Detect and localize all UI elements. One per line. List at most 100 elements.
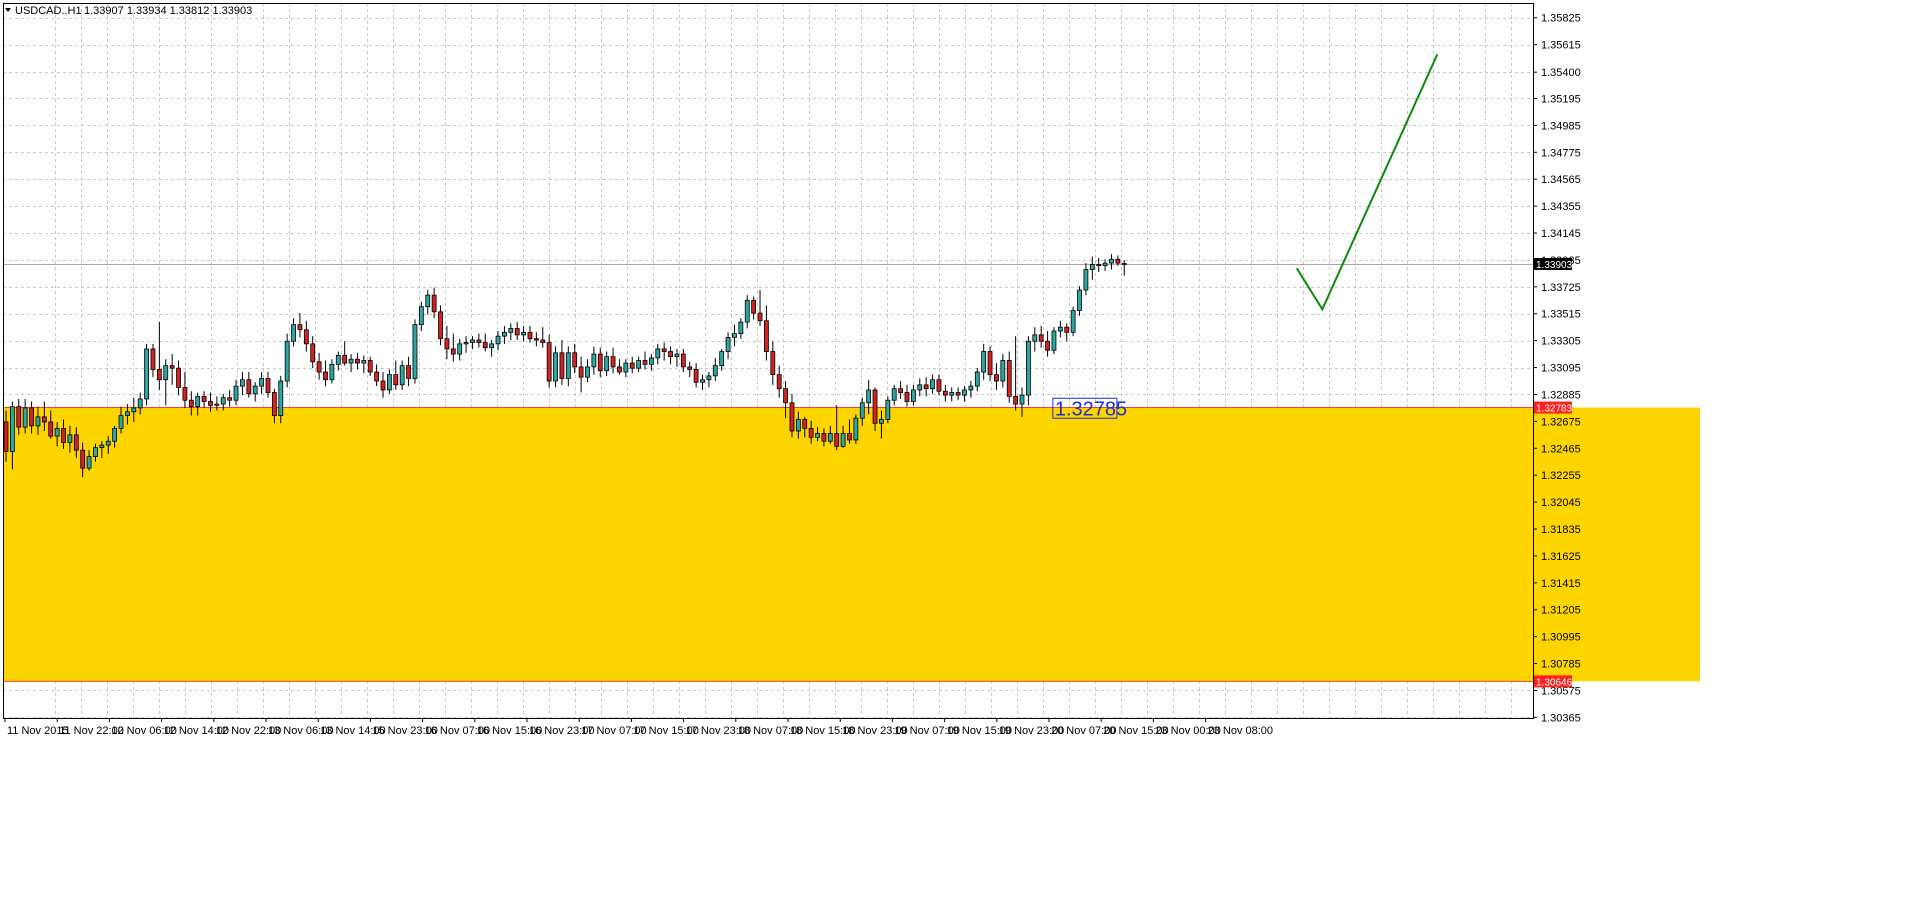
candle-body-bear (323, 371, 328, 381)
x-tick-label: 19 Nov 23:00 (999, 725, 1064, 737)
candle-body-bull (144, 348, 149, 400)
candle (380, 372, 386, 398)
candle (93, 443, 98, 462)
candle-body-bear (834, 433, 840, 447)
candle (240, 372, 245, 396)
demand-zone (3, 264, 1700, 682)
candle-body-bull (425, 294, 431, 308)
y-tick-label: 1.32465 (1541, 443, 1581, 455)
candle (821, 428, 827, 447)
candle (565, 346, 571, 387)
candle-body-bull (195, 395, 201, 408)
candle-body-bear (48, 421, 54, 437)
candle (112, 425, 118, 448)
candle (41, 401, 47, 431)
y-tick-label: 1.31415 (1541, 578, 1581, 590)
candle-body-bear (201, 395, 207, 402)
candle-body-bull (105, 440, 111, 446)
candle-body-bear (642, 360, 648, 365)
candle (1045, 331, 1050, 357)
candle (680, 348, 686, 373)
candle (674, 348, 680, 367)
candle-body-bear (578, 366, 584, 378)
candle (150, 343, 156, 378)
candle-body-bull (508, 328, 514, 333)
candle (386, 369, 392, 394)
triangle-down-icon[interactable] (5, 8, 11, 12)
x-tick-label: 17 Nov 15:00 (633, 725, 698, 737)
price-annotation: 1.32785 (1052, 397, 1127, 420)
candle (208, 392, 213, 412)
candle-body-bear (955, 392, 961, 396)
candle-body-bear (764, 320, 769, 352)
candle-body-bear (597, 353, 603, 372)
candle-body-bull (1102, 262, 1108, 267)
candle-body-bear (802, 419, 808, 429)
candle-body-bull (240, 379, 245, 387)
candle-body-bear (1121, 263, 1127, 265)
candle-body-bull (284, 340, 290, 382)
candle (795, 411, 801, 439)
candle (802, 416, 808, 438)
candle (99, 441, 105, 458)
candle-body-bear (393, 374, 399, 386)
candle (783, 381, 788, 419)
candle-body-bear (73, 434, 79, 451)
candles (3, 254, 1127, 478)
candle (923, 377, 929, 397)
candle-body-bull (795, 419, 801, 432)
candle (987, 346, 993, 382)
candle-body-bull (67, 434, 73, 443)
candle-body-bear (1013, 395, 1019, 405)
candle-body-bear (342, 354, 348, 364)
candle (1038, 325, 1044, 348)
candle-body-bear (987, 351, 993, 375)
candle-body-bear (176, 367, 181, 388)
candle-body-bear (533, 338, 539, 341)
candle (789, 393, 795, 438)
candle (872, 387, 878, 431)
candle (508, 323, 514, 340)
y-tick-label: 1.30365 (1541, 712, 1581, 724)
candle-body-bull (840, 433, 846, 447)
candle (1000, 354, 1006, 388)
candle-body-bull (879, 419, 884, 424)
candle (227, 389, 233, 407)
candle (942, 384, 948, 402)
candle-body-bull (866, 389, 872, 404)
candle-body-bull (700, 379, 705, 383)
candle-body-bull (1051, 330, 1057, 351)
candle (636, 356, 642, 373)
zone-top-tag: 1.32783 (1536, 404, 1573, 415)
candle (444, 325, 450, 360)
candle-body-bull (885, 399, 891, 420)
x-tick-label: 18 Nov 15:00 (790, 725, 855, 737)
candle (457, 338, 463, 361)
candle (930, 374, 935, 394)
candle-body-bear (923, 384, 929, 390)
candle (265, 372, 271, 398)
y-tick-label: 1.34985 (1541, 120, 1581, 132)
candle-body-bull (719, 351, 725, 367)
candle-body-bear (380, 380, 386, 391)
candle (1064, 323, 1070, 342)
y-tick-label: 1.30785 (1541, 659, 1581, 671)
x-tick-label: 18 Nov 23:00 (842, 725, 907, 737)
candle (412, 319, 418, 384)
candle-body-bear (847, 433, 852, 441)
candle-body-bull (214, 403, 220, 406)
candle (744, 295, 750, 329)
candle (482, 333, 488, 352)
candle (597, 347, 603, 378)
candle-body-bear (898, 388, 903, 393)
candle (533, 332, 539, 347)
candle (259, 372, 265, 394)
candle-body-bear (1045, 340, 1050, 351)
projection-path (1295, 53, 1439, 312)
candle (9, 401, 15, 470)
zone-bottom-tag: 1.30646 (1536, 677, 1573, 688)
x-tick-label: 12 Nov 22:00 (216, 725, 281, 737)
candle (393, 360, 399, 390)
